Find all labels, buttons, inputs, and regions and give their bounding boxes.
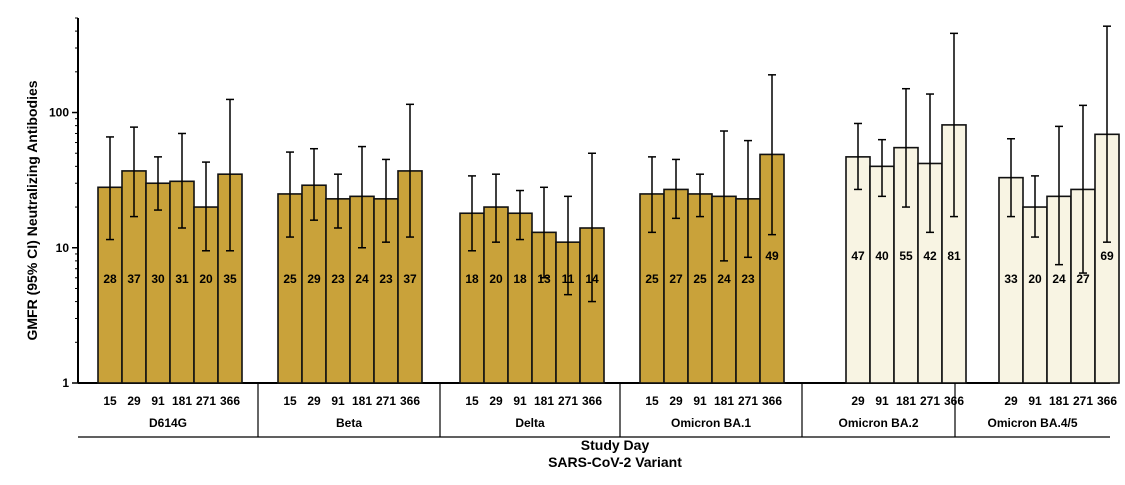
bar-value-label: 23 [331,272,345,286]
bar-value-label: 18 [513,272,527,286]
group-label: Omicron BA.1 [671,416,751,430]
day-label: 91 [693,394,707,408]
bar-value-label: 25 [645,272,659,286]
bar-value-label: 20 [1028,272,1042,286]
day-label: 366 [944,394,964,408]
day-label: 181 [172,394,192,408]
bar-value-label: 24 [355,272,369,286]
bar [555,241,581,384]
day-label: 366 [400,394,420,408]
day-label: 271 [920,394,940,408]
y-tick-label: 10 [56,241,70,255]
day-label: 366 [220,394,240,408]
bar-value-label: 23 [741,272,755,286]
bar [687,193,713,384]
bar-value-label: 27 [669,272,683,286]
day-label: 366 [762,394,782,408]
bar-value-label: 47 [851,249,865,263]
day-label: 91 [875,394,889,408]
day-label: 29 [669,394,683,408]
group-label: Omicron BA.4/5 [987,416,1077,430]
bar [759,153,785,384]
day-label: 181 [352,394,372,408]
bar-value-label: 24 [717,272,731,286]
day-label: 91 [331,394,345,408]
bar-value-label: 13 [537,272,551,286]
bar-value-label: 40 [875,249,889,263]
group-label: D614G [149,416,187,430]
day-label: 15 [465,394,479,408]
group-label: Beta [336,416,362,430]
day-label: 15 [283,394,297,408]
bar-value-label: 28 [103,272,117,286]
bar-value-label: 49 [765,249,779,263]
day-label: 15 [103,394,117,408]
bar-value-label: 14 [585,272,599,286]
day-label: 366 [582,394,602,408]
day-label: 271 [196,394,216,408]
y-tick-label: 1 [62,376,69,390]
day-label: 271 [738,394,758,408]
y-axis-title: GMFR (95% CI) Neutralizing Antibodies [24,80,40,340]
bar-value-label: 33 [1004,272,1018,286]
bar-value-label: 37 [127,272,141,286]
bar [845,156,871,384]
bar-value-label: 25 [283,272,297,286]
bar-value-label: 27 [1076,272,1090,286]
bar [325,198,351,384]
bar-value-label: 31 [175,272,189,286]
bar-value-label: 29 [307,272,321,286]
group-label: Omicron BA.2 [838,416,918,430]
day-label: 29 [489,394,503,408]
day-label: 29 [1004,394,1018,408]
bar-value-label: 37 [403,272,417,286]
day-label: 181 [534,394,554,408]
bar-value-label: 24 [1052,272,1066,286]
day-label: 91 [513,394,527,408]
bar-value-label: 11 [562,272,575,286]
day-label: 366 [1097,394,1117,408]
y-tick-label: 100 [49,106,69,120]
group-label: Delta [515,416,545,430]
day-label: 271 [376,394,396,408]
x-axis-title-line2: SARS-CoV-2 Variant [548,454,682,470]
bar-value-label: 42 [923,249,937,263]
day-label: 271 [1073,394,1093,408]
day-label: 271 [558,394,578,408]
bar-value-label: 69 [1100,249,1114,263]
bar-value-label: 25 [693,272,707,286]
x-axis-title-line1: Study Day [581,437,650,453]
bar-value-label: 81 [947,249,961,263]
day-label: 15 [645,394,659,408]
day-label: 181 [714,394,734,408]
bar [663,188,689,384]
bar-value-label: 30 [151,272,165,286]
bar-value-label: 20 [199,272,213,286]
bar-value-label: 20 [489,272,503,286]
day-label: 29 [127,394,141,408]
bar [869,165,895,384]
day-label: 91 [151,394,165,408]
day-label: 91 [1028,394,1042,408]
bar-value-label: 55 [899,249,913,263]
bar-value-label: 23 [379,272,393,286]
bar-value-label: 18 [465,272,479,286]
day-label: 181 [896,394,916,408]
day-label: 29 [851,394,865,408]
bar [917,162,943,384]
day-label: 181 [1049,394,1069,408]
bar-value-label: 35 [223,272,237,286]
day-label: 29 [307,394,321,408]
